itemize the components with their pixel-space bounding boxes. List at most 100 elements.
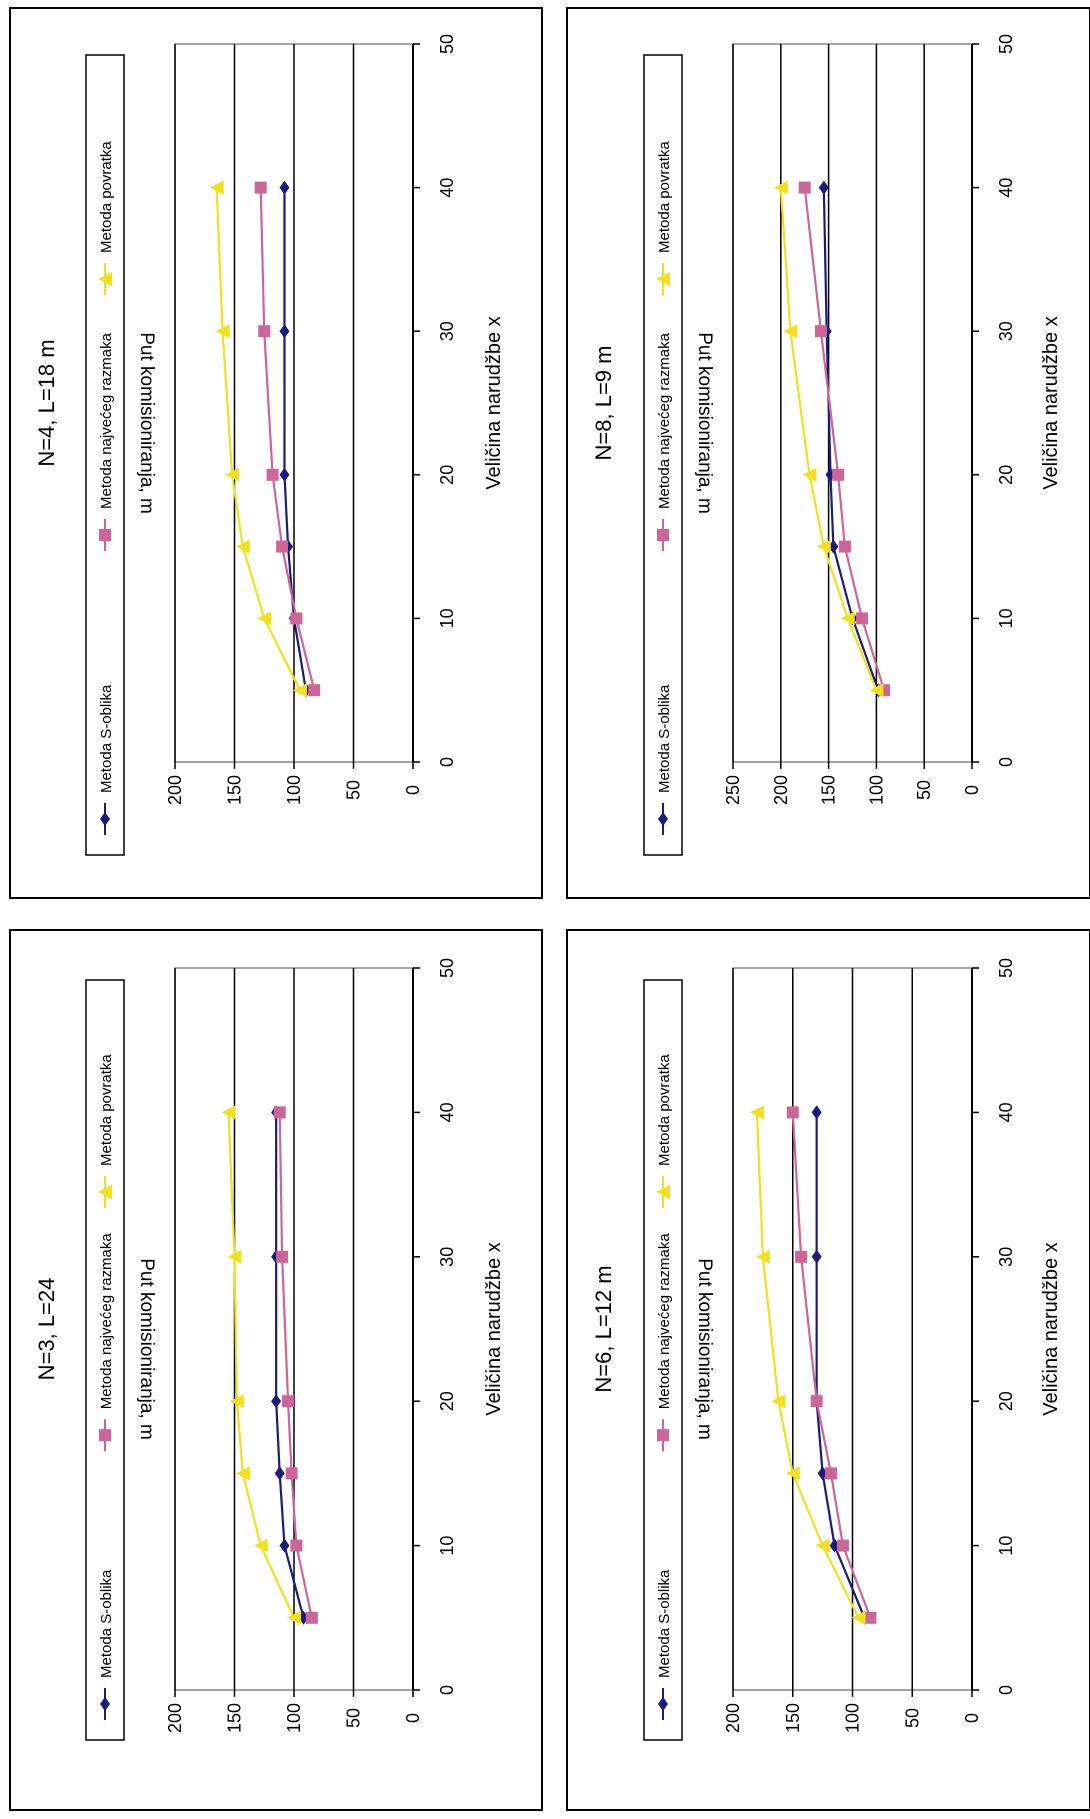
chart-2: 0 50 100 150 200 0 10 20 30 40 50 N=3, L=24 Veličina… [9, 929, 543, 1811]
x-tick-label: 10 [437, 608, 457, 628]
legend-marker [99, 1429, 111, 1442]
data-point [786, 1106, 799, 1119]
x-tick-label: 10 [996, 608, 1016, 628]
data-point [773, 180, 788, 195]
legend-marker [658, 1697, 668, 1711]
data-point [279, 180, 290, 195]
data-point [308, 684, 321, 697]
data-point [811, 1249, 822, 1264]
data-point [783, 324, 798, 339]
chart-3: 0 50 100 150 200 250 0 10 20 30 40 50 N=8, L=9 m Veli… [566, 7, 1090, 899]
data-point [824, 1467, 837, 1480]
y-tick-label: 150 [225, 1703, 245, 1733]
data-point [290, 612, 303, 625]
data-point [215, 324, 230, 339]
y-tick-label: 0 [403, 785, 423, 795]
x-tick-label: 0 [996, 757, 1016, 767]
series-line-1 [275, 1112, 305, 1619]
data-point [290, 1539, 303, 1552]
data-point [257, 611, 272, 626]
legend-box [85, 54, 125, 856]
data-point [869, 683, 884, 698]
data-point [798, 181, 811, 194]
legend-marker [100, 812, 110, 826]
x-tick-label: 0 [437, 1685, 457, 1695]
y-tick-label: 100 [843, 1703, 863, 1733]
data-point [225, 467, 240, 482]
data-point [840, 611, 855, 626]
legend-marker [100, 1697, 110, 1711]
data-point [749, 1105, 764, 1120]
data-point [276, 540, 289, 553]
data-point [305, 1611, 318, 1624]
x-tick-label: 20 [437, 1391, 457, 1411]
series-line-3 [227, 1112, 295, 1619]
x-axis-label: Veličina narudžbe x [1040, 316, 1062, 489]
legend-label: Metoda najvećeg razmaka [98, 332, 115, 509]
data-point [818, 180, 829, 195]
series-line-1 [815, 1112, 866, 1619]
data-point [816, 539, 831, 554]
y-tick-label: 150 [819, 775, 839, 805]
data-point [811, 1105, 822, 1120]
x-tick-label: 50 [996, 34, 1016, 54]
legend-box [85, 979, 125, 1741]
data-point [795, 1250, 808, 1263]
y-tick-label: 0 [962, 1713, 982, 1723]
chart-title: N=3, L=24 [34, 1278, 59, 1381]
legend-label: Metoda S-oblika [98, 684, 115, 793]
y-axis-label: Put komisioniranja, m [136, 1258, 157, 1440]
data-point [209, 180, 224, 195]
data-point [771, 1394, 786, 1409]
series-line-2 [791, 1112, 872, 1619]
legend-label: Metoda povratka [656, 1054, 673, 1166]
legend-label: Metoda najvećeg razmaka [656, 332, 673, 509]
x-tick-label: 20 [996, 1391, 1016, 1411]
chart-4: 0 50 100 150 200 0 10 20 30 40 50 N=6, L=12 m Veliči… [566, 929, 1090, 1811]
data-point [235, 539, 250, 554]
x-tick-label: 30 [437, 1247, 457, 1267]
data-point [814, 325, 827, 338]
data-point [235, 1466, 250, 1481]
x-tick-label: 0 [437, 757, 457, 767]
y-tick-label: 200 [723, 1703, 743, 1733]
x-axis-label: Veličina narudžbe x [1040, 1242, 1062, 1415]
y-tick-label: 200 [165, 1703, 185, 1733]
x-tick-label: 50 [437, 34, 457, 54]
data-point [810, 1395, 823, 1408]
legend-marker [657, 1429, 669, 1442]
y-tick-label: 100 [866, 775, 886, 805]
y-tick-label: 100 [284, 775, 304, 805]
chart-title: N=6, L=12 m [591, 1265, 616, 1392]
chart-title: N=4, L=18 m [34, 339, 59, 466]
x-tick-label: 10 [996, 1536, 1016, 1556]
x-tick-label: 20 [437, 465, 457, 485]
y-tick-label: 150 [783, 1703, 803, 1733]
data-point [279, 1538, 290, 1553]
data-point [266, 468, 279, 481]
x-axis-label: Veličina narudžbe x [483, 1242, 505, 1415]
data-point [838, 540, 851, 553]
data-point [802, 467, 817, 482]
data-point [755, 1249, 770, 1264]
x-tick-label: 50 [996, 958, 1016, 978]
x-tick-label: 10 [437, 1536, 457, 1556]
x-tick-label: 0 [996, 1685, 1016, 1695]
data-point [851, 1610, 866, 1625]
series-line-2 [803, 187, 886, 691]
y-axis-label: Put komisioniranja, m [136, 332, 157, 514]
data-point [292, 683, 307, 698]
legend-label: Metoda najvećeg razmaka [98, 1233, 115, 1410]
data-point [279, 324, 290, 339]
data-point [229, 1394, 244, 1409]
data-point [258, 325, 271, 338]
y-tick-label: 100 [284, 1703, 304, 1733]
x-tick-label: 40 [996, 178, 1016, 198]
data-point [815, 1538, 830, 1553]
y-tick-label: 200 [165, 775, 185, 805]
series-line-1 [283, 187, 307, 691]
y-tick-label: 0 [403, 1713, 423, 1723]
x-tick-label: 40 [437, 178, 457, 198]
legend-label: Metoda S-oblika [656, 1569, 673, 1678]
